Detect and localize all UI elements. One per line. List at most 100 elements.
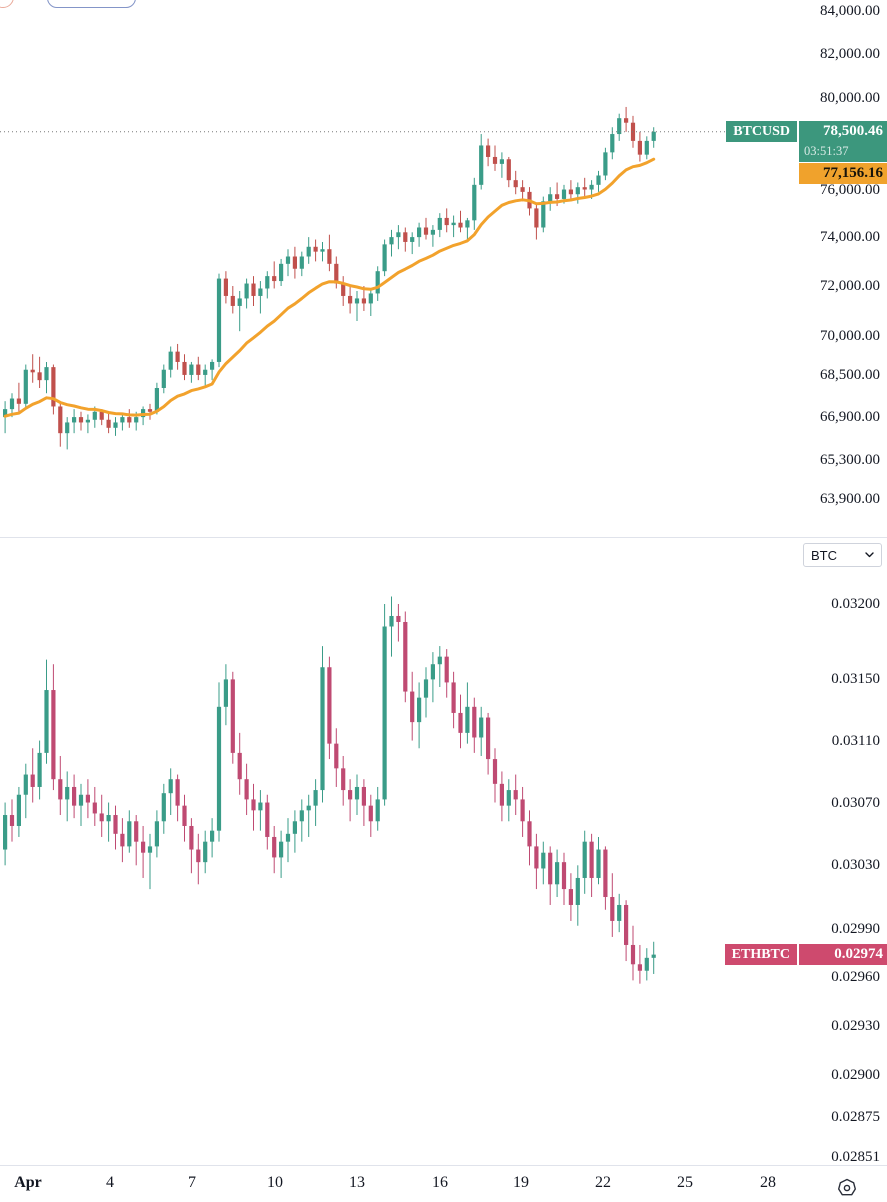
candle-body bbox=[99, 411, 104, 420]
candle-body bbox=[596, 175, 601, 185]
candle-body bbox=[575, 877, 580, 905]
candle-body bbox=[78, 417, 84, 423]
candle-body bbox=[486, 145, 491, 157]
candle-body bbox=[292, 821, 297, 834]
candle-body bbox=[9, 815, 15, 826]
time-tick-label: 22 bbox=[595, 1174, 611, 1191]
candle-body bbox=[272, 276, 277, 282]
candle-body bbox=[279, 263, 284, 282]
candle-body bbox=[396, 232, 401, 238]
candle-body bbox=[299, 810, 304, 822]
ma-value-badge: 77,156.16 bbox=[799, 162, 887, 184]
candle-body bbox=[182, 805, 187, 826]
candle-body bbox=[168, 351, 173, 370]
candle-body bbox=[348, 295, 353, 304]
candle-body bbox=[499, 159, 504, 164]
candle-body bbox=[154, 387, 159, 412]
panel-separator[interactable] bbox=[0, 537, 887, 538]
candle-body bbox=[651, 954, 656, 958]
candle-body bbox=[506, 159, 511, 181]
candle-body bbox=[334, 743, 339, 769]
candle-body bbox=[389, 615, 394, 627]
candle-body bbox=[92, 802, 97, 814]
candle-body bbox=[196, 364, 201, 375]
candle-body bbox=[216, 706, 222, 831]
candle-body bbox=[534, 208, 539, 228]
candle-body bbox=[541, 852, 546, 869]
candle-body bbox=[410, 237, 415, 242]
candle-body bbox=[637, 140, 642, 155]
candle-body bbox=[568, 889, 573, 905]
time-tick-label: 19 bbox=[513, 1174, 529, 1191]
candle-body bbox=[520, 187, 525, 192]
chevron-down-icon bbox=[865, 552, 874, 558]
candle-body bbox=[154, 821, 159, 847]
candle-body bbox=[258, 288, 263, 296]
candle-body bbox=[417, 697, 422, 723]
price-tick-label: 66,900.00 bbox=[820, 409, 880, 426]
candle-body bbox=[430, 229, 435, 235]
candle-body bbox=[617, 118, 622, 135]
candle-body bbox=[175, 351, 180, 362]
candle-body bbox=[85, 419, 90, 423]
candle-body bbox=[51, 690, 56, 780]
price-tick-label: 0.02960 bbox=[831, 969, 880, 986]
candle-body bbox=[624, 904, 629, 945]
price-tick-label: 0.02900 bbox=[831, 1067, 880, 1084]
candle-body bbox=[555, 194, 560, 199]
candle-body bbox=[624, 118, 629, 123]
price-tick-label: 74,000.00 bbox=[820, 229, 880, 246]
price-tick-label: 0.03110 bbox=[831, 732, 880, 749]
btcusd-bar-countdown: 03:51:37 bbox=[804, 144, 849, 159]
candle-body bbox=[65, 422, 70, 434]
price-tick-label: 63,900.00 bbox=[820, 490, 880, 507]
candle-body bbox=[589, 184, 594, 190]
time-tick-label: 10 bbox=[267, 1174, 283, 1191]
candle-body bbox=[368, 293, 373, 304]
candle-body bbox=[568, 189, 573, 195]
candle-body bbox=[299, 256, 304, 269]
candle-body bbox=[417, 227, 422, 238]
candle-body bbox=[265, 802, 270, 837]
candle-body bbox=[479, 145, 484, 185]
candle-body bbox=[182, 361, 187, 375]
candle-body bbox=[120, 833, 125, 847]
candle-body bbox=[216, 278, 222, 362]
candle-body bbox=[99, 813, 104, 822]
candle-body bbox=[16, 398, 21, 404]
candle-body bbox=[113, 422, 118, 428]
candle-body bbox=[223, 278, 228, 296]
candle-body bbox=[603, 152, 608, 176]
price-tick-label: 0.03030 bbox=[831, 857, 880, 874]
candle-body bbox=[582, 841, 587, 878]
candle-body bbox=[589, 841, 594, 878]
candle-body bbox=[548, 852, 553, 885]
candle-body bbox=[161, 369, 166, 388]
price-tick-label: 72,000.00 bbox=[820, 278, 880, 294]
candle-body bbox=[147, 409, 153, 412]
candle-body bbox=[244, 283, 249, 299]
candle-body bbox=[354, 298, 360, 304]
candle-body bbox=[451, 682, 456, 713]
candle-body bbox=[437, 217, 442, 230]
candle-body bbox=[306, 805, 311, 811]
candle-body bbox=[230, 295, 235, 306]
candle-body bbox=[472, 184, 477, 221]
candle-body bbox=[23, 369, 28, 404]
candle-body bbox=[203, 369, 208, 375]
btcusd-series bbox=[3, 106, 656, 450]
candle-body bbox=[51, 367, 56, 407]
price-unit-dropdown[interactable]: BTC bbox=[803, 543, 882, 567]
candle-body bbox=[44, 367, 49, 381]
time-tick-label: 7 bbox=[188, 1174, 196, 1191]
candle-body bbox=[251, 799, 256, 811]
candle-body bbox=[334, 263, 339, 284]
candle-body bbox=[403, 621, 408, 692]
gear-icon[interactable] bbox=[836, 1177, 858, 1199]
candle-body bbox=[410, 691, 415, 723]
candle-body bbox=[472, 706, 477, 738]
candle-body bbox=[327, 249, 332, 264]
candle-body bbox=[389, 237, 394, 245]
